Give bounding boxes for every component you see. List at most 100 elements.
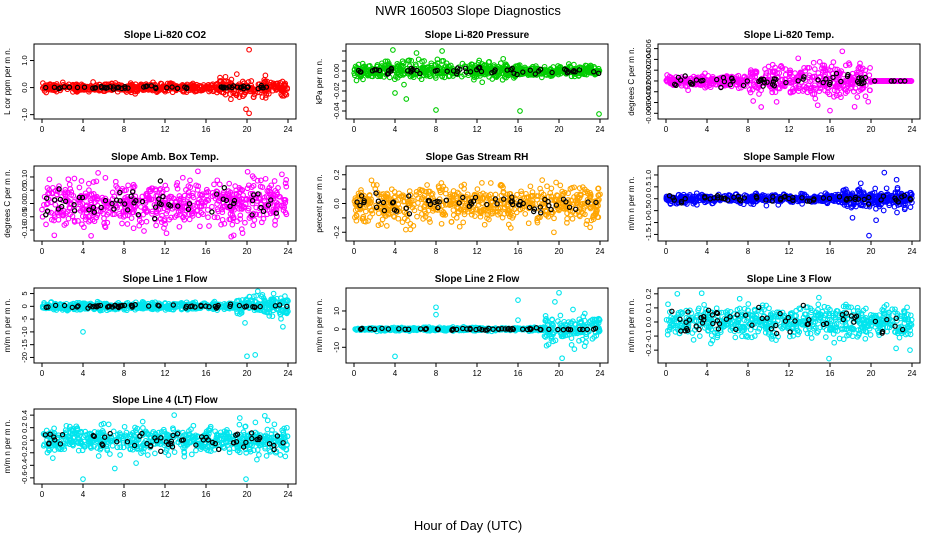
minute-slope-point — [780, 80, 787, 87]
minute-slope-point — [810, 59, 817, 66]
minute-slope-point — [279, 85, 286, 92]
hourly-slope-point — [880, 193, 887, 199]
hourly-slope-point — [675, 74, 682, 81]
minute-slope-point — [486, 216, 492, 223]
minute-slope-point — [125, 182, 131, 189]
minute-slope-point — [398, 193, 404, 200]
minute-slope-point — [478, 210, 484, 217]
x-tick-label: 0 — [664, 125, 669, 134]
outlier-point — [243, 106, 249, 113]
minute-slope-point — [525, 220, 532, 227]
hourly-slope-point — [213, 191, 220, 197]
x-tick-label: 0 — [40, 247, 45, 256]
hourly-slope-point — [44, 208, 51, 214]
minute-slope-point — [447, 191, 454, 198]
minute-slope-point — [486, 58, 493, 65]
minute-slope-point — [444, 65, 451, 72]
hourly-slope-point — [815, 77, 821, 83]
minute-slope-point — [414, 213, 420, 220]
minute-slope-point — [421, 192, 428, 199]
minute-slope-point — [189, 213, 196, 219]
minute-slope-point — [525, 194, 532, 201]
hourly-slope-point — [553, 202, 560, 208]
minute-slope-point — [253, 293, 260, 299]
minute-slope-point — [734, 76, 741, 83]
minute-slope-point — [489, 76, 496, 82]
minute-slope-point — [564, 215, 570, 222]
minute-slope-point — [171, 214, 178, 220]
y-tick-label: 0.05 — [20, 183, 29, 198]
minute-slope-point — [446, 73, 453, 79]
panel-title: Slope Line 1 Flow — [123, 274, 208, 285]
plot-frame — [345, 43, 609, 120]
x-tick-label: 16 — [826, 247, 835, 256]
minute-slope-point — [81, 87, 87, 93]
outlier-point — [51, 232, 58, 239]
y-tick-label: 1.0 — [20, 55, 29, 65]
minute-slope-point — [504, 210, 511, 216]
x-tick-label: 12 — [161, 125, 170, 134]
minute-slope-point — [283, 183, 290, 190]
hourly-slope-point — [908, 196, 914, 203]
minute-slope-point — [248, 78, 255, 84]
minute-slope-point — [250, 94, 257, 100]
minute-slope-point — [205, 86, 212, 92]
x-tick-label: 20 — [867, 125, 876, 134]
minute-slope-point — [256, 211, 263, 218]
hourly-slope-point — [143, 83, 149, 90]
y-tick-label: -1.5 — [644, 228, 653, 241]
minute-slope-point — [218, 221, 224, 228]
outlier-point — [893, 176, 900, 183]
minute-slope-point — [747, 73, 753, 79]
minute-slope-point — [458, 183, 465, 189]
minute-slope-point — [90, 79, 96, 85]
minute-slope-point — [523, 194, 530, 201]
minute-slope-point — [44, 185, 51, 191]
minute-slope-point — [401, 81, 407, 88]
minute-slope-point — [440, 211, 447, 218]
hourly-slope-point — [509, 194, 515, 200]
hourly-slope-point — [536, 68, 542, 74]
minute-slope-point — [587, 193, 593, 200]
hourly-slope-point — [90, 85, 96, 91]
hourly-slope-point — [718, 195, 725, 201]
hourly-slope-point — [381, 207, 388, 214]
x-tick-label: 8 — [122, 247, 127, 256]
data-points — [663, 169, 915, 239]
minute-slope-point — [773, 99, 780, 105]
minute-slope-point — [179, 174, 186, 181]
minute-slope-point — [595, 214, 602, 221]
minute-slope-point — [362, 208, 369, 215]
minute-slope-point — [499, 70, 505, 77]
minute-slope-point — [236, 297, 242, 304]
minute-slope-point — [404, 217, 411, 224]
minute-slope-point — [281, 204, 288, 211]
minute-slope-point — [582, 62, 589, 69]
minute-slope-point — [448, 219, 455, 225]
minute-slope-point — [427, 219, 433, 225]
minute-slope-point — [468, 211, 475, 218]
outlier-point — [795, 55, 802, 62]
minute-slope-point — [368, 207, 375, 214]
minute-slope-point — [197, 223, 203, 230]
minute-slope-point — [368, 177, 375, 184]
minute-slope-point — [92, 199, 98, 206]
outlier-point — [851, 103, 858, 110]
x-tick-label: 4 — [81, 247, 86, 256]
hourly-slope-point — [444, 68, 450, 74]
hourly-slope-point — [55, 206, 62, 212]
minute-slope-point — [801, 191, 808, 198]
minute-slope-point — [406, 198, 412, 204]
hourly-slope-point — [231, 200, 237, 207]
minute-slope-point — [154, 193, 161, 199]
minute-slope-point — [501, 205, 508, 212]
minute-slope-point — [402, 226, 409, 233]
data-points — [39, 168, 290, 240]
data-points — [39, 46, 291, 117]
minute-slope-point — [816, 88, 823, 95]
minute-slope-point — [148, 185, 155, 192]
hourly-slope-point — [139, 198, 146, 205]
hourly-slope-point — [672, 81, 678, 88]
minute-slope-point — [456, 223, 463, 230]
minute-slope-point — [174, 180, 181, 186]
